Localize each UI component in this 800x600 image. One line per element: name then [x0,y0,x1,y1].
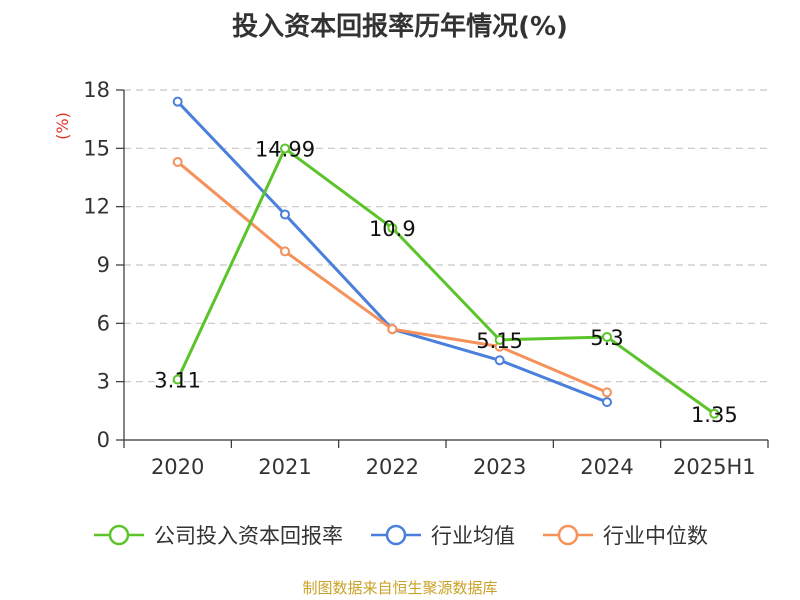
y-tick-label: 0 [97,428,110,452]
series-lines [172,96,720,419]
data-label: 5.15 [476,329,523,353]
data-label: 1.35 [691,403,738,427]
legend-item-industry-median[interactable]: 行业中位数 [541,520,708,550]
data-point [602,331,612,342]
data-point [172,156,183,167]
legend-label-industry-median: 行业中位数 [603,524,708,548]
y-tick-label: 9 [97,253,110,277]
data-point [172,374,183,385]
data-point [387,324,398,335]
series-line [176,147,716,415]
x-tick-label: 2021 [258,455,311,479]
y-tick-label: 18 [83,78,110,102]
chart-title: 投入资本回报率历年情况(%) [232,12,568,42]
data-point [280,143,290,154]
legend-item-industry-mean[interactable]: 行业均值 [369,520,515,550]
x-tick-label: 2022 [366,455,419,479]
data-label: 10.9 [369,217,416,241]
source-note: 制图数据来自恒生聚源数据库 [302,579,498,597]
legend-label-industry-mean: 行业均值 [431,524,515,548]
y-tick-label: 12 [83,195,110,219]
data-point [280,246,290,257]
data-point [602,397,612,408]
x-tick-label: 2020 [151,455,204,479]
data-point [494,334,505,345]
data-point [280,209,290,220]
data-point [602,387,612,398]
data-point [494,355,505,366]
legend-label-company: 公司投入资本回报率 [154,524,343,548]
legend-marker-company [94,524,144,546]
legend-marker-industry-median [543,524,593,546]
legend-item-company[interactable]: 公司投入资本回报率 [92,520,343,550]
series-line [176,100,608,404]
legend: 公司投入资本回报率 行业均值 行业中位数 [0,520,800,550]
data-label: 3.11 [154,369,201,393]
series-line [176,160,608,394]
y-tick-label: 3 [97,370,110,394]
axes: 0 3 6 9 12 15 18 2020 2021 2022 2023 2024 2025H1 [83,78,769,479]
legend-marker-industry-mean [371,524,421,546]
data-point [172,96,183,107]
y-axis-unit: (%) [53,112,72,140]
data-label: 14.99 [255,138,315,162]
y-tick-label: 15 [83,136,110,160]
y-tick-label: 6 [97,311,110,335]
data-point [387,223,398,234]
data-label: 5.3 [590,326,623,350]
x-tick-label: 2023 [473,455,526,479]
x-tick-label: 2024 [580,455,633,479]
data-point [709,408,720,419]
x-tick-label: 2025H1 [673,455,756,479]
data-labels: 3.11 14.99 10.9 5.15 5.3 1.35 [154,138,737,427]
